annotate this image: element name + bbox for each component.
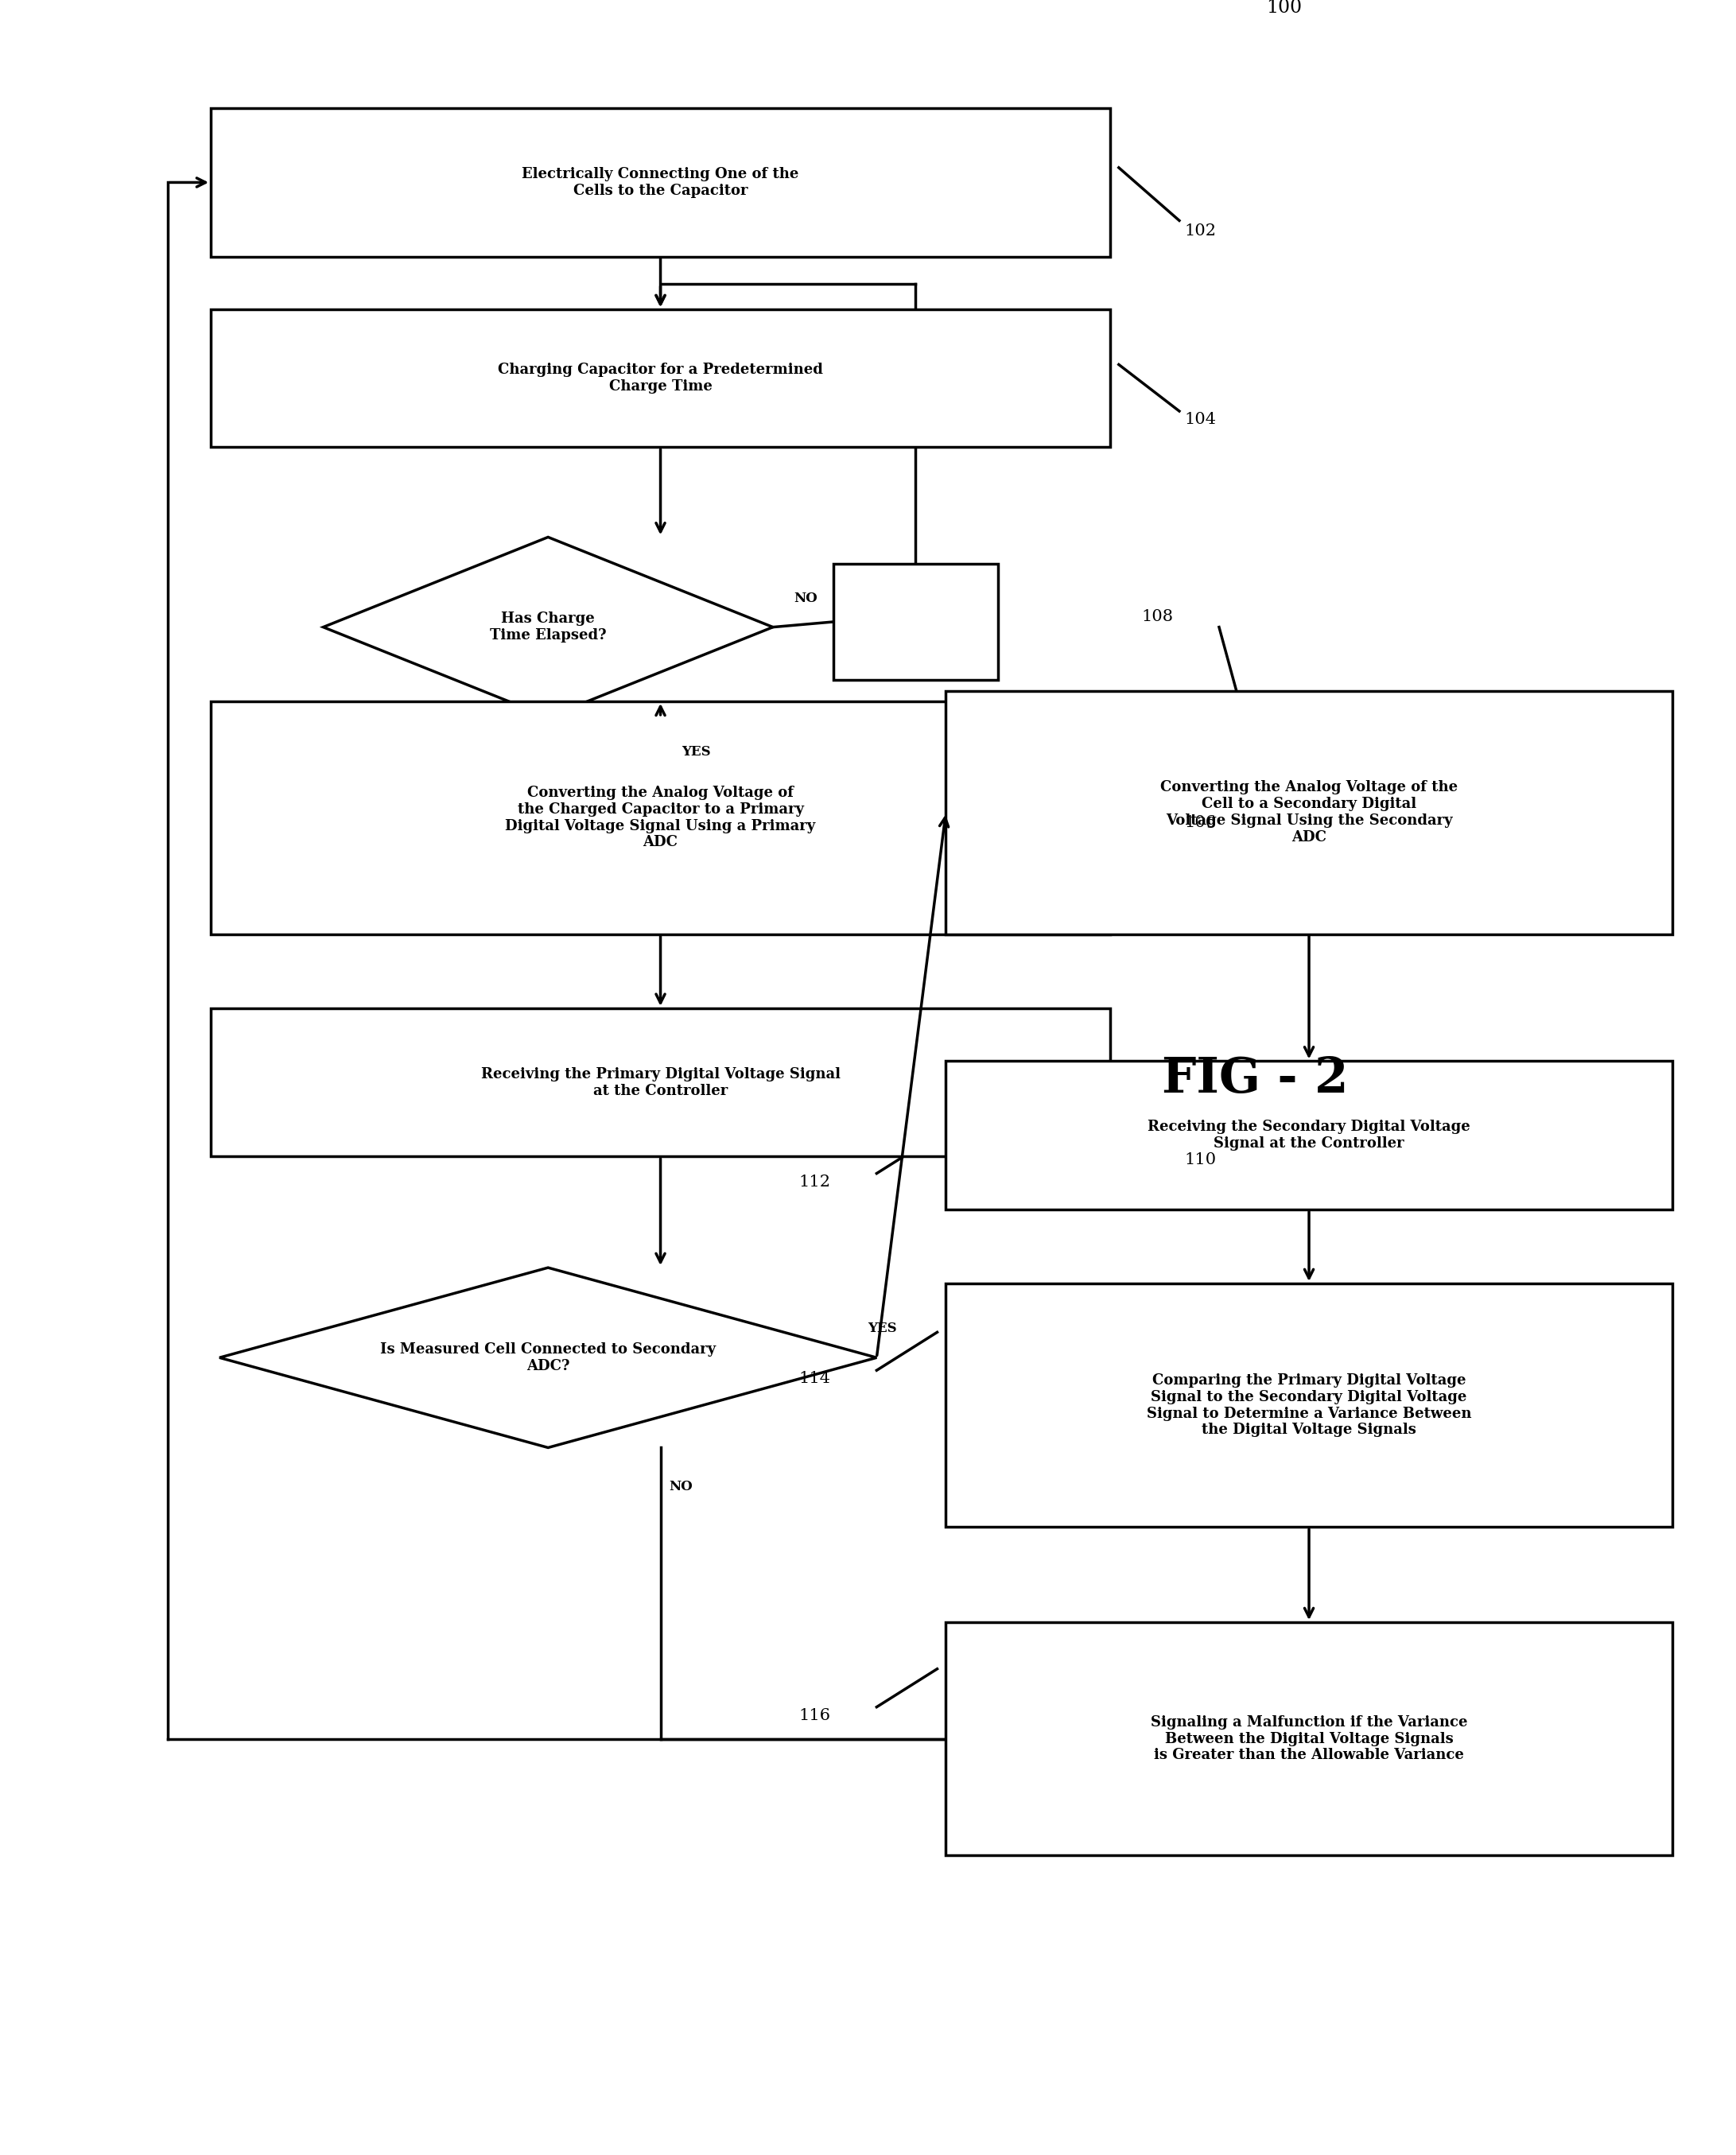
Text: 106: 106: [1184, 815, 1217, 830]
FancyBboxPatch shape: [210, 1009, 1109, 1157]
Text: Receiving the Primary Digital Voltage Signal
at the Controller: Receiving the Primary Digital Voltage Si…: [481, 1067, 840, 1097]
Text: YES: YES: [868, 1321, 898, 1336]
Text: Signaling a Malfunction if the Variance
Between the Digital Voltage Signals
is G: Signaling a Malfunction if the Variance …: [1151, 1715, 1467, 1763]
Text: Electrically Connecting One of the
Cells to the Capacitor: Electrically Connecting One of the Cells…: [523, 168, 799, 198]
Text: 110: 110: [1184, 1153, 1217, 1168]
Text: NO: NO: [668, 1480, 693, 1493]
Text: YES: YES: [681, 746, 710, 759]
Text: 102: 102: [1184, 224, 1217, 239]
FancyBboxPatch shape: [946, 1623, 1672, 1855]
Text: Converting the Analog Voltage of the
Cell to a Secondary Digital
Voltage Signal : Converting the Analog Voltage of the Cel…: [1160, 780, 1458, 845]
FancyBboxPatch shape: [946, 1284, 1672, 1528]
Text: Has Charge
Time Elapsed?: Has Charge Time Elapsed?: [490, 612, 606, 642]
Polygon shape: [219, 1267, 877, 1448]
FancyBboxPatch shape: [210, 310, 1109, 446]
Text: 116: 116: [799, 1707, 830, 1722]
Text: Receiving the Secondary Digital Voltage
Signal at the Controller: Receiving the Secondary Digital Voltage …: [1147, 1121, 1470, 1151]
Text: Charging Capacitor for a Predetermined
Charge Time: Charging Capacitor for a Predetermined C…: [498, 362, 823, 394]
Text: Converting the Analog Voltage of
the Charged Capacitor to a Primary
Digital Volt: Converting the Analog Voltage of the Cha…: [505, 787, 816, 849]
Polygon shape: [323, 537, 773, 718]
Text: 112: 112: [799, 1174, 830, 1190]
FancyBboxPatch shape: [210, 700, 1109, 933]
FancyBboxPatch shape: [210, 108, 1109, 256]
Text: 114: 114: [799, 1371, 830, 1386]
Text: 104: 104: [1184, 412, 1217, 427]
FancyBboxPatch shape: [946, 1060, 1672, 1209]
Text: FIG - 2: FIG - 2: [1161, 1056, 1349, 1103]
Text: NO: NO: [793, 590, 818, 606]
FancyBboxPatch shape: [946, 690, 1672, 933]
FancyBboxPatch shape: [833, 565, 998, 681]
Text: Comparing the Primary Digital Voltage
Signal to the Secondary Digital Voltage
Si: Comparing the Primary Digital Voltage Si…: [1146, 1373, 1472, 1437]
Text: Is Measured Cell Connected to Secondary
ADC?: Is Measured Cell Connected to Secondary …: [380, 1343, 715, 1373]
Text: 108: 108: [1141, 610, 1174, 625]
Text: 100: 100: [1266, 0, 1302, 17]
